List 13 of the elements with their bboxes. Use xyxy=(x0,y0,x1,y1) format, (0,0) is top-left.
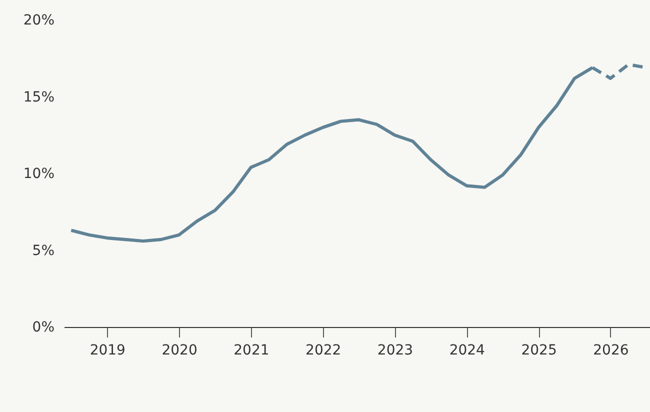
x-tick-label: 2023 xyxy=(377,342,414,358)
x-tick-label: 2019 xyxy=(90,342,126,358)
y-tick-label: 5% xyxy=(32,242,54,259)
x-tick-label: 2026 xyxy=(593,342,629,358)
y-tick-label: 0% xyxy=(32,320,54,336)
x-tick-label: 2025 xyxy=(521,342,557,358)
y-tick-label: 10% xyxy=(23,166,54,182)
x-tick-label: 2021 xyxy=(234,342,270,358)
x-tick-label: 2020 xyxy=(162,342,198,358)
y-tick-label: 15% xyxy=(23,89,54,106)
x-tick-label: 2024 xyxy=(449,342,486,358)
x-tick-label: 2022 xyxy=(306,342,342,358)
y-tick-label: 20% xyxy=(23,12,54,28)
